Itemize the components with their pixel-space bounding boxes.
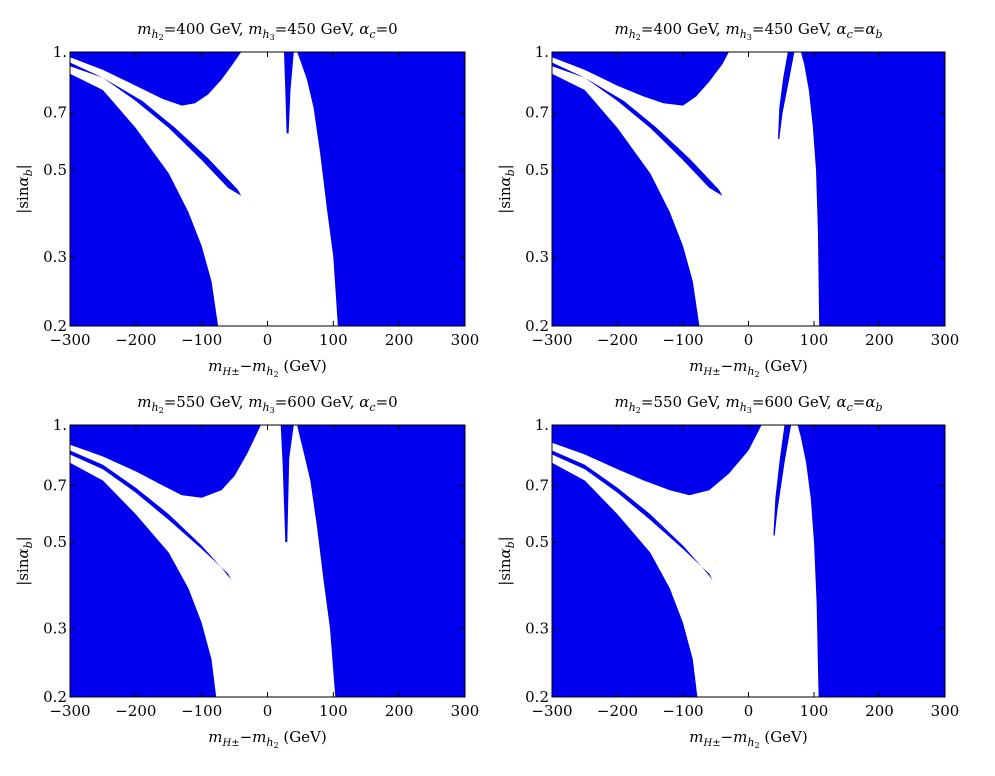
y-tick-label: 0.7 xyxy=(43,476,67,494)
x-tick-label: 200 xyxy=(385,331,414,349)
x-tick-label: −300 xyxy=(531,702,572,720)
x-tick-label: −300 xyxy=(49,331,90,349)
excluded-region-left xyxy=(552,73,700,326)
x-tick-label: 200 xyxy=(385,702,414,720)
x-tick-label: −300 xyxy=(531,331,572,349)
y-tick-label: 1. xyxy=(53,416,67,434)
x-tick-label: 200 xyxy=(865,702,894,720)
x-tick-label: −200 xyxy=(115,702,156,720)
x-tick-label: 100 xyxy=(800,702,829,720)
excluded-region-left xyxy=(70,73,219,326)
x-tick-label: 300 xyxy=(931,702,960,720)
y-tick-label: 0.7 xyxy=(525,476,549,494)
y-tick-label: 0.3 xyxy=(43,248,67,266)
excluded-region-right xyxy=(797,425,945,697)
x-tick-label: 0 xyxy=(263,702,273,720)
excluded-region-right xyxy=(297,425,465,697)
excluded-region-spike xyxy=(284,52,294,134)
y-tick-label: 0.7 xyxy=(525,104,549,122)
y-tick-label: 0.5 xyxy=(525,533,549,551)
y-tick-label: 0.5 xyxy=(43,533,67,551)
y-axis-label: |sinαb| xyxy=(496,536,517,585)
y-tick-label: 0.2 xyxy=(43,317,67,335)
x-tick-label: −100 xyxy=(662,702,703,720)
y-tick-label: 0.2 xyxy=(43,688,67,706)
excluded-region-top xyxy=(552,52,729,106)
chart-title: mh2=400 GeV, mh3=450 GeV, αc=0 xyxy=(137,20,397,42)
excluded-region-right xyxy=(800,52,945,326)
excluded-region-right xyxy=(297,52,465,326)
x-tick-label: −100 xyxy=(181,331,222,349)
chart-panel-2: −300 −200 −100 0 100 200 300 0.2 0.3 0.5 0.7 1. mh2=… xyxy=(496,20,959,379)
y-tick-label: 0.3 xyxy=(43,619,67,637)
y-tick-label: 1. xyxy=(535,43,549,61)
x-tick-label: −200 xyxy=(597,331,638,349)
y-tick-label: 0.3 xyxy=(525,619,549,637)
y-axis-label: |sinαb| xyxy=(14,536,35,585)
y-tick-label: 0.2 xyxy=(525,317,549,335)
excluded-region-top xyxy=(70,52,242,106)
x-tick-label: −200 xyxy=(115,331,156,349)
chart-panel-1: −300 −200 −100 0 100 200 300 0.2 0.3 0.5 0.7 1. mh2=… xyxy=(14,20,479,379)
chart-title: mh2=550 GeV, mh3=600 GeV, αc=0 xyxy=(137,393,397,415)
chart-title: mh2=400 GeV, mh3=450 GeV, αc=αb xyxy=(614,20,882,42)
excluded-region-left xyxy=(552,462,698,697)
x-tick-label: 0 xyxy=(744,331,754,349)
excluded-region-spike xyxy=(773,425,792,536)
excluded-region-spike xyxy=(778,52,795,139)
x-axis-label: mH±−mh2 (GeV) xyxy=(208,728,327,750)
chart-panel-3: −300 −200 −100 0 100 200 300 0.2 0.3 0.5 0.7 1. mh2=… xyxy=(14,393,479,750)
x-tick-label: −200 xyxy=(597,702,638,720)
x-tick-label: 0 xyxy=(263,331,273,349)
chart-panel-4: −300 −200 −100 0 100 200 300 0.2 0.3 0.5 0.7 1. mh2=… xyxy=(496,393,959,750)
excluded-region-sliver xyxy=(70,62,242,196)
x-tick-label: 300 xyxy=(451,331,480,349)
x-tick-label: 200 xyxy=(865,331,894,349)
y-tick-label: 0.5 xyxy=(525,161,549,179)
y-tick-label: 0.2 xyxy=(525,688,549,706)
excluded-region-top xyxy=(70,425,261,498)
excluded-region-top xyxy=(552,425,762,496)
excluded-region-spike xyxy=(280,425,294,543)
y-tick-label: 0.7 xyxy=(43,104,67,122)
chart-title: mh2=550 GeV, mh3=600 GeV, αc=αb xyxy=(614,393,882,415)
y-tick-label: 0.3 xyxy=(525,248,549,266)
y-axis-label: |sinαb| xyxy=(496,164,517,213)
y-tick-label: 1. xyxy=(53,43,67,61)
x-tick-label: −100 xyxy=(662,331,703,349)
x-axis-label: mH±−mh2 (GeV) xyxy=(689,357,808,379)
x-tick-label: 300 xyxy=(931,331,960,349)
x-tick-label: 300 xyxy=(451,702,480,720)
excluded-region-left xyxy=(70,462,217,697)
x-axis-label: mH±−mh2 (GeV) xyxy=(689,728,808,750)
y-tick-label: 1. xyxy=(535,416,549,434)
x-tick-label: 100 xyxy=(319,331,348,349)
y-tick-label: 0.5 xyxy=(43,161,67,179)
excluded-region-sliver xyxy=(552,62,723,196)
x-tick-label: 0 xyxy=(744,702,754,720)
y-axis-label: |sinαb| xyxy=(14,164,35,213)
x-tick-label: 100 xyxy=(319,702,348,720)
x-tick-label: −100 xyxy=(181,702,222,720)
x-tick-label: 100 xyxy=(800,331,829,349)
x-axis-label: mH±−mh2 (GeV) xyxy=(208,357,327,379)
x-tick-label: −300 xyxy=(49,702,90,720)
